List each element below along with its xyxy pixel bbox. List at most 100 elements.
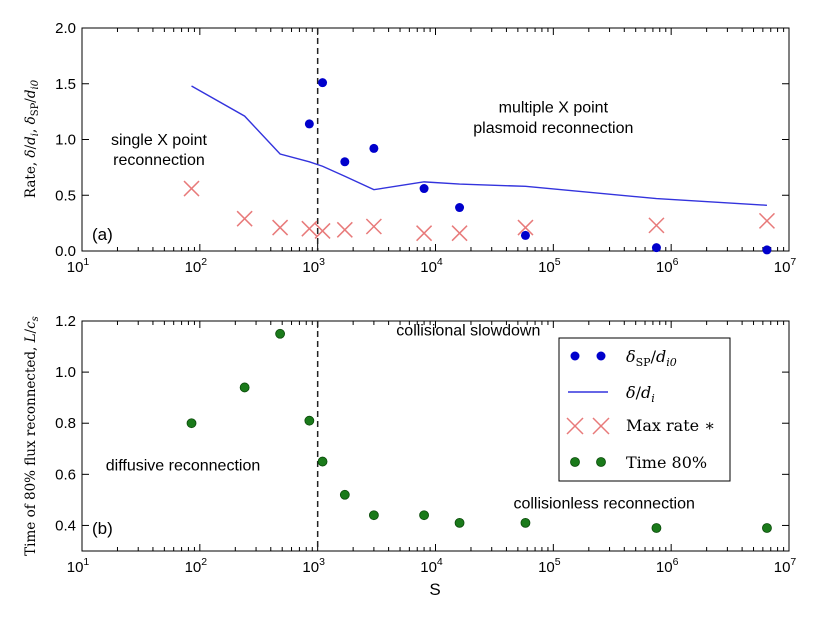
panel-b-label: (b) [92, 519, 113, 538]
time80-point [651, 523, 662, 533]
delta-sp-point [455, 203, 465, 213]
delta-di-line [191, 85, 767, 206]
time80-point [368, 510, 379, 521]
y-tick-label: 2.0 [55, 20, 76, 37]
delta-sp-point [762, 245, 772, 255]
delta-sp-dots [304, 78, 772, 255]
panel-b-ylabel: Time of 80% flux reconnected, L/cs [23, 316, 41, 556]
cross-stroke [365, 218, 382, 235]
x-tick-label: 106 [656, 556, 679, 576]
annotation-text: multiple X point [499, 100, 609, 117]
max-rate-point [314, 222, 331, 239]
legend-entry-line: δ/di [568, 383, 655, 405]
legend-cross [592, 417, 610, 435]
annotation-text: diffusive reconnection [106, 458, 260, 475]
y-tick-label: 0.8 [55, 415, 76, 432]
cross-stroke [236, 210, 253, 227]
x-tick-label: 104 [420, 556, 443, 576]
legend: δSP/di0 δ/di Max rate ∗ Time 80% [558, 337, 731, 482]
max-rate-point [451, 225, 468, 242]
x-tick-label: 101 [67, 556, 90, 576]
x-tick-label: 102 [185, 556, 208, 576]
cross-stroke [416, 225, 433, 242]
max-rate-point [301, 220, 318, 237]
x-tick-label: 103 [302, 556, 325, 576]
legend-entry-cross: Max rate ∗ [566, 416, 715, 435]
max-rate-crosses [183, 180, 775, 242]
legend-cross [566, 417, 584, 435]
legend-label-line: δ/di [626, 383, 655, 405]
panel-a-ylabel: Rate, δ/di, δSP/di0 [23, 79, 41, 198]
y-tick-label: 1.2 [55, 313, 76, 330]
y-tick-label: 1.5 [55, 76, 76, 93]
panel-a-annotations: single X point reconnection multiple X poi… [111, 100, 633, 169]
panel-b: 101 102 103 104 105 106 107 0.4 0.6 0.8 1.0 1.2 co… [23, 313, 796, 599]
x-tick-label: 103 [302, 256, 325, 276]
legend-label-cross: Max rate ∗ [626, 416, 715, 435]
x-tick-label: 107 [774, 556, 797, 576]
cross-stroke [336, 221, 353, 238]
delta-sp-point [369, 143, 379, 153]
time80-point [520, 517, 531, 528]
annotation-text: plasmoid reconnection [473, 120, 633, 137]
delta-sp-point [304, 119, 314, 129]
y-tick-label: 0.4 [55, 517, 76, 534]
panel-a-xticks: 101 102 103 104 105 106 107 [67, 28, 797, 276]
cross-stroke [592, 417, 610, 435]
delta-sp-point [318, 78, 328, 88]
time80-point [762, 523, 772, 533]
delta-sp-point [520, 230, 530, 240]
max-rate-point [758, 212, 775, 229]
legend-green-marker [570, 457, 580, 467]
panel-b-xlabel: S [429, 580, 440, 599]
delta-sp-point [651, 243, 661, 253]
time80-point [275, 328, 286, 339]
x-tick-label: 106 [656, 256, 679, 276]
max-rate-point [517, 219, 534, 236]
x-tick-label: 107 [774, 256, 797, 276]
annotation-text: collisional slowdown [396, 323, 540, 340]
annotation-text: single X point [111, 132, 208, 149]
time80-dots [186, 328, 772, 533]
panel-a-label: (a) [92, 225, 113, 244]
legend-dot-marker [570, 351, 580, 361]
y-tick-label: 0.6 [55, 466, 76, 483]
panel-b-annotations: collisional slowdown diffusive reconnecti… [106, 323, 695, 513]
panel-b-yticks: 0.4 0.6 0.8 1.0 1.2 [55, 313, 789, 534]
panel-a-yticks: 0.0 0.5 1.0 1.5 2.0 [55, 20, 789, 260]
time80-point [186, 418, 197, 429]
annotation-text: collisionless reconnection [513, 495, 694, 512]
time80-point [317, 456, 328, 467]
cross-stroke [451, 225, 468, 242]
x-tick-label: 105 [538, 556, 561, 576]
cross-stroke [758, 212, 775, 229]
max-rate-point [365, 218, 382, 235]
legend-entry-green: Time 80% [570, 453, 707, 472]
time80-point [304, 415, 315, 426]
panel-b-xticks: 101 102 103 104 105 106 107 [67, 321, 797, 576]
y-tick-label: 1.0 [55, 132, 76, 149]
cross-stroke [183, 180, 200, 197]
max-rate-point [236, 210, 253, 227]
delta-sp-point [340, 157, 350, 167]
annotation-text: reconnection [113, 152, 205, 169]
delta-sp-point [419, 184, 429, 194]
y-tick-label: 0.5 [55, 187, 76, 204]
legend-green-marker [596, 457, 606, 467]
x-tick-label: 104 [420, 256, 443, 276]
cross-stroke [272, 219, 289, 236]
legend-label-green: Time 80% [626, 453, 707, 472]
legend-dot-marker [596, 351, 606, 361]
panel-a: 101 102 103 104 105 106 107 0.0 0.5 1.0 1.5 2.0 si… [23, 20, 796, 276]
x-tick-label: 102 [185, 256, 208, 276]
x-tick-label: 101 [67, 256, 90, 276]
y-tick-label: 0.0 [55, 243, 76, 260]
time80-point [454, 517, 465, 528]
cross-stroke [314, 222, 331, 239]
y-tick-label: 1.0 [55, 364, 76, 381]
cross-stroke [566, 417, 584, 435]
max-rate-point [272, 219, 289, 236]
time80-point [419, 510, 429, 521]
max-rate-point [416, 225, 433, 242]
